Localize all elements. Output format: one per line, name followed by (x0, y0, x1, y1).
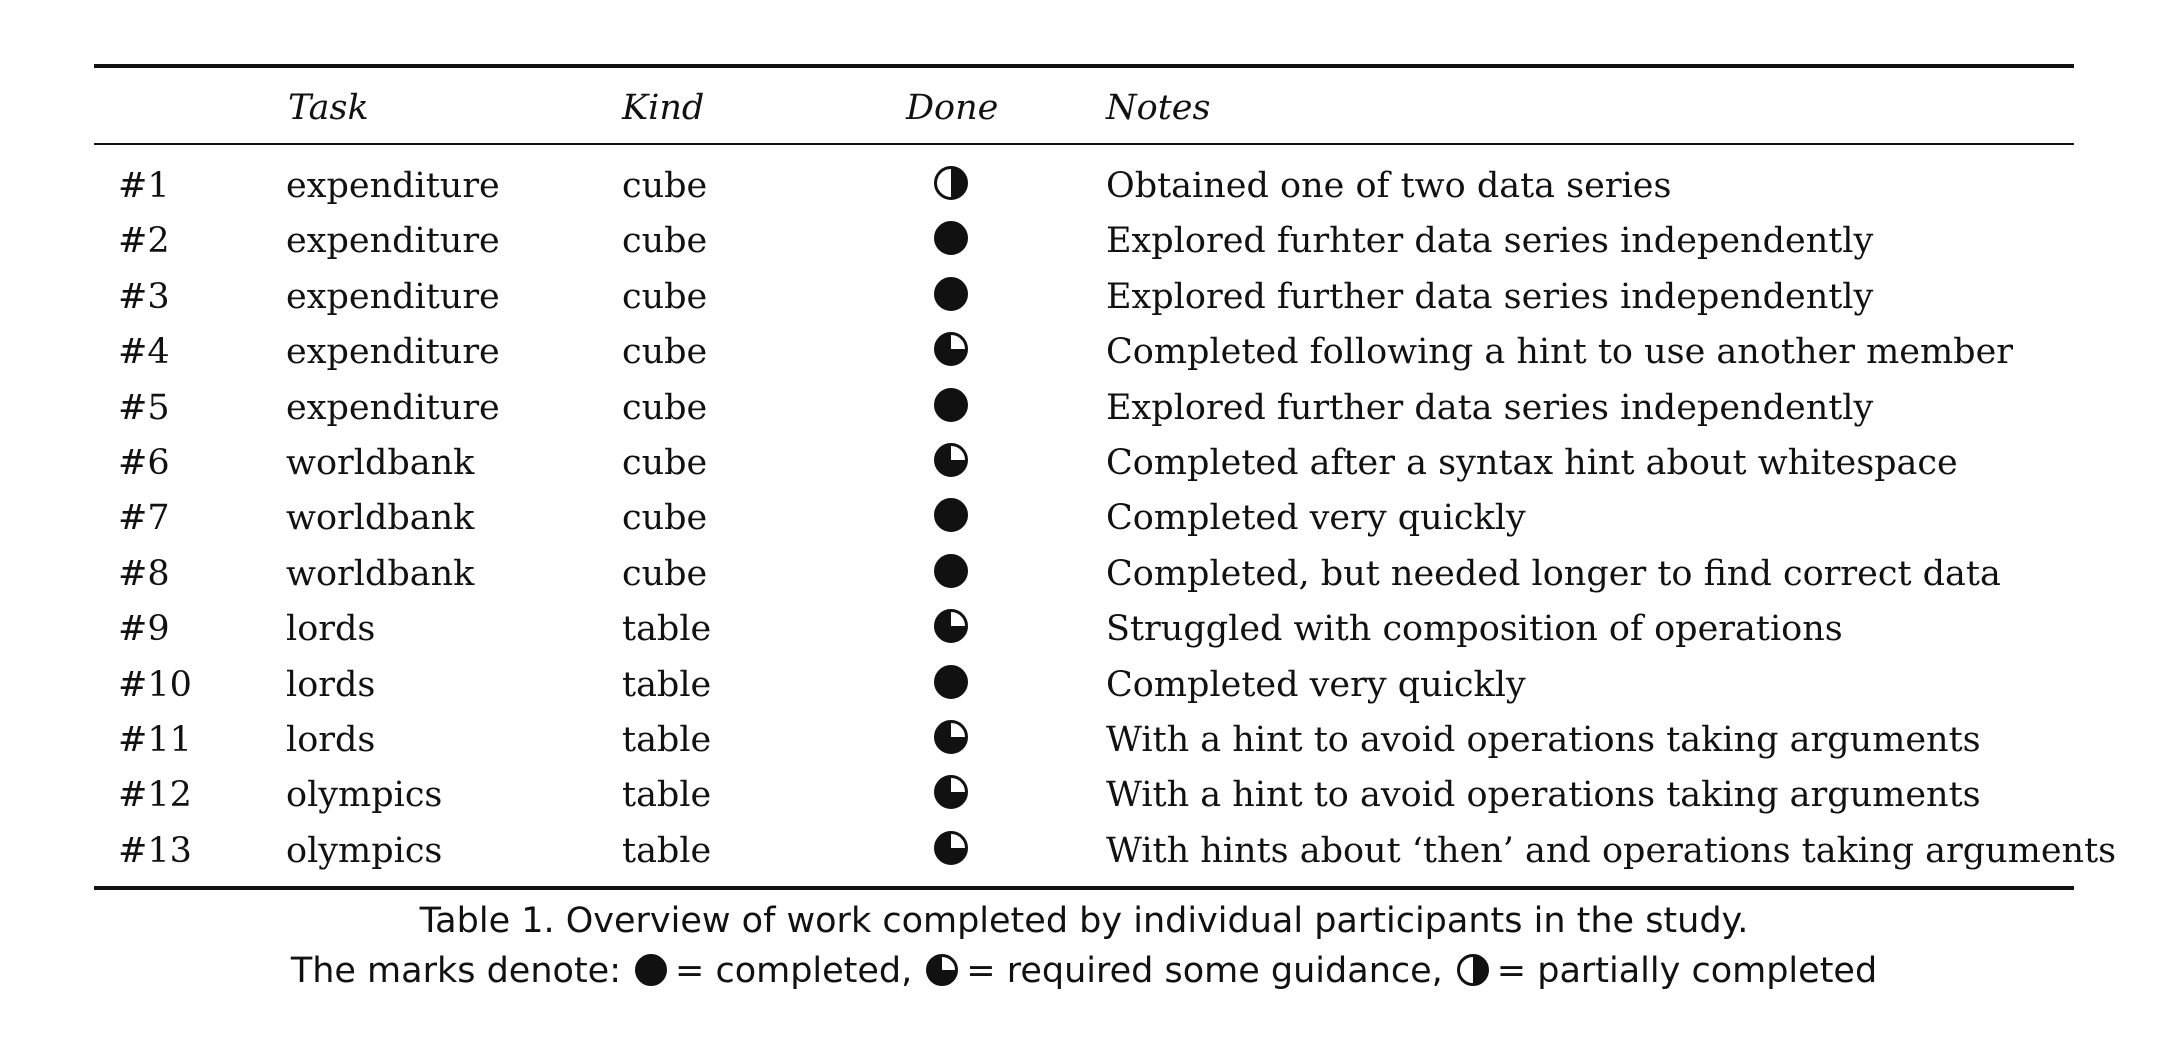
caption-line-2: The marks denote: = completed, = required … (94, 944, 2074, 998)
legend-partial-label: = partially completed (1496, 951, 1878, 991)
caption-line-1: Table 1. Overview of work completed by i… (419, 901, 1749, 941)
row-task: lords (286, 664, 376, 705)
row-kind: table (622, 830, 712, 871)
row-done-partial-icon (934, 166, 968, 200)
row-id: #3 (118, 276, 170, 317)
row-task: lords (286, 609, 376, 650)
row-kind: table (622, 775, 712, 816)
row-notes: Explored further data series independent… (1106, 276, 1874, 317)
row-done-guidance-icon (934, 443, 968, 477)
row-id: #1 (118, 166, 170, 206)
row-task: worldbank (286, 498, 475, 539)
row-done-guidance-icon (934, 332, 968, 367)
row-kind: cube (622, 443, 708, 483)
row-notes: Completed very quickly (1106, 498, 1526, 539)
row-notes: Completed, but needed longer to find cor… (1106, 553, 2001, 594)
caption-prefix: The marks denote: (290, 951, 621, 991)
row-id: #11 (118, 720, 192, 760)
row-notes: With a hint to avoid operations taking a… (1106, 775, 1981, 816)
row-done-guidance-icon (934, 609, 968, 644)
row-task: expenditure (286, 166, 500, 206)
row-id: #13 (118, 830, 192, 871)
row-done-complete-icon (934, 276, 968, 311)
row-id: #9 (118, 609, 170, 650)
row-kind: cube (622, 553, 708, 594)
row-done-complete-icon (934, 498, 968, 533)
row-notes: Struggled with composition of operations (1106, 609, 1843, 650)
row-kind: table (622, 664, 712, 705)
row-done-guidance-icon (934, 720, 968, 754)
row-notes: Completed following a hint to use anothe… (1106, 332, 2014, 373)
row-kind: cube (622, 387, 708, 428)
row-done-guidance-icon (934, 830, 968, 865)
row-kind: cube (622, 166, 708, 206)
row-id: #7 (118, 498, 170, 539)
row-notes: Explored furhter data series independent… (1106, 221, 1874, 262)
row-notes: Obtained one of two data series (1106, 166, 1672, 206)
row-id: #8 (118, 553, 170, 594)
row-id: #12 (118, 775, 192, 816)
row-done-complete-icon (934, 221, 968, 256)
header-kind: Kind (622, 88, 705, 128)
row-task: expenditure (286, 221, 500, 262)
bottom-rule (94, 886, 2074, 890)
row-id: #2 (118, 221, 170, 262)
row-task: expenditure (286, 332, 500, 373)
row-task: lords (286, 720, 376, 760)
row-notes: With hints about ‘then’ and operations t… (1106, 830, 2117, 871)
row-id: #5 (118, 387, 170, 428)
row-task: worldbank (286, 443, 475, 483)
row-task: olympics (286, 775, 443, 816)
row-kind: table (622, 720, 712, 760)
legend-partial-icon-wrap (1456, 954, 1489, 986)
row-kind: cube (622, 221, 708, 262)
row-id: #4 (118, 332, 170, 373)
row-task: expenditure (286, 276, 500, 317)
row-done-complete-icon (934, 553, 968, 588)
header-task: Task (288, 88, 369, 128)
row-kind: cube (622, 498, 708, 539)
legend-guidance-icon (926, 954, 959, 986)
row-id: #6 (118, 443, 170, 483)
row-done-complete-icon (934, 664, 968, 699)
row-notes: Completed after a syntax hint about whit… (1106, 443, 1958, 483)
row-notes: Completed very quickly (1106, 664, 1526, 705)
row-notes: With a hint to avoid operations taking a… (1106, 720, 1981, 760)
row-kind: cube (622, 276, 708, 317)
row-kind: cube (622, 332, 708, 373)
legend-complete-icon-wrap (635, 954, 667, 986)
row-id: #10 (118, 664, 192, 705)
legend-guidance-icon-wrap (926, 954, 959, 986)
legend-partial-icon (1456, 954, 1489, 986)
row-task: worldbank (286, 553, 475, 594)
row-notes: Explored further data series independent… (1106, 387, 1874, 428)
row-done-complete-icon (934, 387, 968, 422)
header-rule (94, 143, 2074, 145)
row-task: olympics (286, 830, 443, 871)
row-kind: table (622, 609, 712, 650)
row-task: expenditure (286, 387, 500, 428)
header-notes: Notes (1106, 88, 1211, 128)
legend-complete-label: = completed, (675, 951, 913, 991)
header-done: Done (906, 88, 999, 128)
row-done-guidance-icon (934, 775, 968, 810)
legend: = completed, = required some guidance, = p… (621, 951, 1877, 991)
legend-guidance-label: = required some guidance, (966, 951, 1443, 991)
top-rule (94, 64, 2074, 68)
legend-complete-icon (635, 954, 667, 986)
